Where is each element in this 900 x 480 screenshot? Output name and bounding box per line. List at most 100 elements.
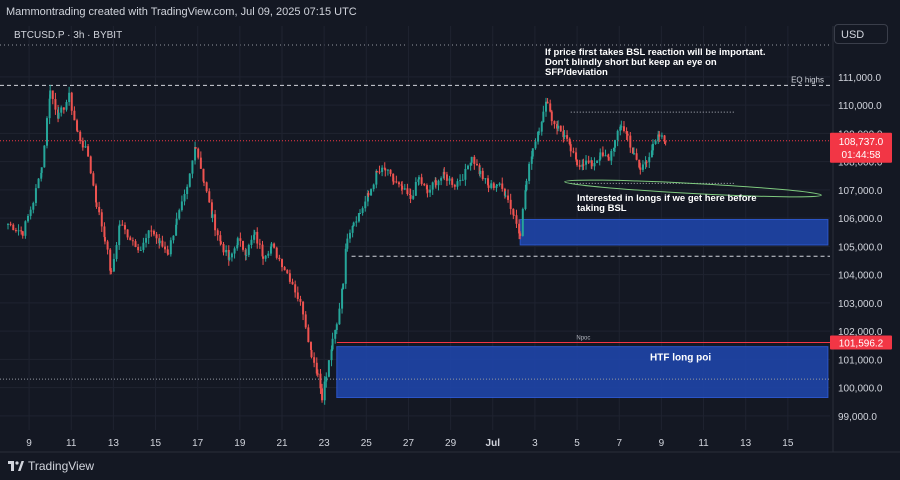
time-tick-15[interactable]: 9 bbox=[659, 438, 665, 449]
candle-body-194 bbox=[440, 178, 443, 181]
time-tick-4[interactable]: 17 bbox=[192, 438, 204, 449]
time-tick-10[interactable]: 29 bbox=[445, 438, 457, 449]
time-tick-16[interactable]: 11 bbox=[698, 438, 709, 449]
last-price-countdown[interactable]: 01:44:58 bbox=[842, 150, 881, 161]
candle-body-261 bbox=[585, 160, 588, 165]
candle-body-286 bbox=[638, 159, 641, 168]
last-price-tag[interactable] bbox=[830, 132, 892, 163]
tradingview-logo-icon bbox=[8, 461, 24, 471]
time-tick-18[interactable]: 15 bbox=[782, 438, 794, 449]
currency-button[interactable]: USD bbox=[834, 24, 888, 44]
candle-body-127 bbox=[296, 292, 299, 299]
time-tick-14[interactable]: 7 bbox=[616, 438, 622, 449]
candle-body-140 bbox=[325, 376, 328, 382]
time-tick-12[interactable]: 3 bbox=[532, 438, 538, 449]
candle-body-150 bbox=[346, 238, 349, 249]
candle-body-231 bbox=[521, 209, 524, 236]
candle-body-142 bbox=[330, 349, 333, 361]
price-tick-1[interactable]: 100,000.0 bbox=[838, 384, 883, 395]
chart-caption-bar: Mammontrading created with TradingView.c… bbox=[0, 0, 900, 26]
price-tick-5[interactable]: 104,000.0 bbox=[838, 271, 883, 282]
candle-body-196 bbox=[443, 171, 446, 175]
candle-body-291 bbox=[648, 157, 651, 163]
time-axis[interactable]: 9 11 13 15 17 19 21 23 25 27 29 Jul 3 5 7 9 11 13 15 bbox=[26, 438, 794, 449]
candle-body-184 bbox=[418, 177, 420, 180]
candle-body-99 bbox=[233, 248, 236, 254]
time-tick-0[interactable]: 9 bbox=[26, 438, 32, 449]
price-tick-12[interactable]: 111,000.0 bbox=[838, 73, 881, 84]
time-tick-1[interactable]: 11 bbox=[66, 438, 77, 449]
symbol-label[interactable]: BTCUSD.P · 3h · BYBIT bbox=[14, 30, 123, 41]
candle-body-176 bbox=[401, 185, 404, 190]
candle-body-115 bbox=[267, 253, 270, 256]
price-tick-11[interactable]: 110,000.0 bbox=[838, 101, 882, 112]
time-tick-7[interactable]: 23 bbox=[319, 438, 331, 449]
time-tick-13[interactable]: 5 bbox=[574, 438, 580, 449]
time-tick-17[interactable]: 13 bbox=[740, 438, 752, 449]
candle-body-209 bbox=[475, 163, 478, 166]
time-tick-11[interactable]: Jul bbox=[486, 438, 501, 449]
time-tick-3[interactable]: 15 bbox=[150, 438, 162, 449]
price-tick-3[interactable]: 102,000.0 bbox=[838, 327, 883, 338]
candle-body-293 bbox=[651, 143, 654, 151]
candle-body-128 bbox=[299, 298, 302, 302]
last-price-value[interactable]: 108,737.0 bbox=[839, 137, 884, 148]
price-tick-9[interactable]: 108,000.0 bbox=[838, 158, 883, 169]
candle-body-239 bbox=[538, 131, 541, 133]
price-tick-2[interactable]: 101,000.0 bbox=[838, 355, 883, 366]
price-tick-4[interactable]: 103,000.0 bbox=[838, 299, 883, 310]
candle-body-63 bbox=[155, 234, 158, 239]
time-tick-6[interactable]: 21 bbox=[276, 438, 288, 449]
candle-body-270 bbox=[604, 155, 607, 157]
time-tick-5[interactable]: 19 bbox=[234, 438, 246, 449]
candle-body-257 bbox=[576, 159, 579, 166]
candle-body-50 bbox=[121, 224, 124, 226]
candle-body-1 bbox=[9, 223, 12, 225]
candle-body-278 bbox=[620, 126, 623, 128]
price-tick-6[interactable]: 105,000.0 bbox=[838, 242, 883, 253]
eq-highs-label: EQ highs bbox=[791, 75, 824, 84]
candle-body-210 bbox=[478, 165, 481, 175]
candle-body-46 bbox=[112, 258, 115, 272]
candle-body-39 bbox=[98, 206, 101, 213]
time-tick-2[interactable]: 13 bbox=[108, 438, 120, 449]
candle-body-23 bbox=[60, 107, 63, 113]
candle-body-164 bbox=[375, 170, 378, 172]
candle-body-25 bbox=[65, 102, 68, 110]
candle-body-38 bbox=[95, 202, 98, 207]
candle-body-92 bbox=[219, 235, 222, 242]
candle-body-199 bbox=[451, 178, 454, 185]
price-axis[interactable]: 99,000.0 100,000.0 101,000.0 102,000.0 103,0… bbox=[830, 73, 892, 423]
candle-body-197 bbox=[445, 174, 448, 181]
candle-body-126 bbox=[294, 284, 297, 293]
candle-body-281 bbox=[626, 133, 629, 136]
candle-body-147 bbox=[341, 288, 344, 309]
candle-body-158 bbox=[364, 201, 367, 209]
candle-body-36 bbox=[92, 173, 95, 186]
candle-body-6 bbox=[21, 231, 24, 236]
price-tick-0[interactable]: 99,000.0 bbox=[838, 412, 877, 423]
candle-body-167 bbox=[383, 167, 386, 169]
candle-body-53 bbox=[129, 237, 132, 241]
candle-body-172 bbox=[392, 181, 395, 183]
price-tick-8[interactable]: 107,000.0 bbox=[838, 186, 883, 197]
candle-body-289 bbox=[644, 161, 647, 165]
candle-body-249 bbox=[559, 125, 562, 132]
candle-body-148 bbox=[342, 283, 345, 289]
candle-body-70 bbox=[169, 240, 172, 255]
candle-body-276 bbox=[616, 130, 619, 141]
time-tick-9[interactable]: 27 bbox=[403, 438, 415, 449]
htf-long-poi-label: HTF long poi bbox=[650, 353, 711, 364]
price-tick-7[interactable]: 106,000.0 bbox=[838, 214, 883, 225]
candle-body-268 bbox=[599, 152, 602, 160]
candle-body-135 bbox=[315, 362, 318, 374]
candle-body-143 bbox=[331, 338, 334, 350]
candle-body-41 bbox=[103, 226, 106, 238]
candle-body-37 bbox=[94, 185, 97, 203]
candle-body-49 bbox=[118, 224, 121, 227]
candle-body-294 bbox=[654, 140, 657, 144]
candle-body-173 bbox=[395, 181, 398, 183]
time-tick-8[interactable]: 25 bbox=[361, 438, 373, 449]
candle-body-32 bbox=[81, 140, 84, 148]
